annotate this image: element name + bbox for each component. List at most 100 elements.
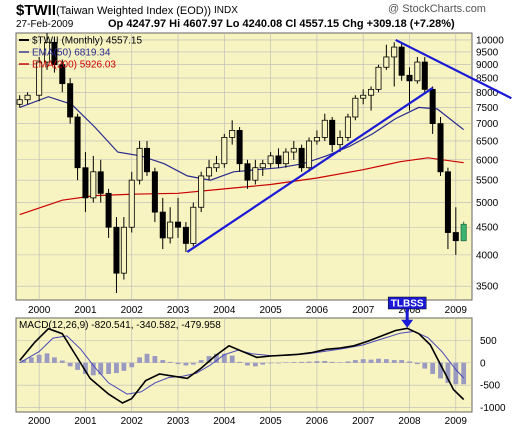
histogram-bar: [90, 362, 96, 376]
histogram-bar: [283, 362, 289, 363]
candle-body: [44, 41, 51, 63]
candle-body: [213, 163, 220, 169]
price-y-tick-label: 4500: [476, 223, 499, 234]
macd-x-tick-label: 2006: [306, 416, 329, 427]
histogram-bar: [329, 361, 335, 363]
price-y-tick-label: 9500: [476, 47, 499, 58]
price-y-tick-label: 4000: [476, 250, 499, 261]
price-x-tick-label: 2001: [74, 305, 97, 316]
histogram-bar: [52, 357, 57, 363]
macd-x-tick-label: 2007: [352, 416, 375, 427]
candle-body: [175, 221, 182, 228]
candle-body: [329, 119, 336, 146]
histogram-bar: [438, 362, 443, 379]
price-panel: 3500 4000 4500 5000 5500 6000 6500 7000 7500 8000…: [15, 32, 512, 316]
candle-body: [128, 179, 135, 228]
histogram-bar: [121, 362, 127, 371]
histogram-bar: [67, 362, 73, 367]
candle-body: [321, 119, 328, 138]
candle-body: [97, 171, 104, 194]
price-panel-background: [15, 32, 473, 301]
chart-exchange: INDX: [214, 5, 238, 16]
histogram-bar: [430, 362, 436, 374]
histogram-bar: [306, 361, 312, 363]
candle-body: [151, 171, 158, 213]
macd-x-tick-label: 2009: [445, 416, 468, 427]
histogram-bar: [461, 362, 467, 385]
candle-body: [298, 147, 305, 169]
histogram-bar: [106, 362, 111, 374]
price-y-tick-label: 5000: [476, 198, 499, 209]
histogram-bar: [229, 355, 235, 363]
histogram-bar: [391, 360, 397, 363]
candle-body: [229, 130, 236, 138]
histogram-bar: [59, 360, 65, 363]
histogram-bar: [152, 356, 158, 363]
candle-body: [144, 147, 151, 173]
macd-y-tick-label: 500: [480, 336, 497, 347]
macd-legend: MACD(12,26,9) -820.541, -340.582, -479.9…: [19, 320, 221, 331]
histogram-bar: [75, 362, 80, 370]
price-x-tick-label: 2004: [213, 305, 236, 316]
histogram-bar: [414, 362, 420, 365]
candle-body: [16, 99, 23, 105]
macd-y-tick-label: -500: [480, 381, 500, 392]
price-y-tick-label: 5500: [476, 176, 499, 187]
chart-date: 27-Feb-2009: [16, 19, 74, 30]
candle-body: [167, 221, 174, 239]
histogram-bar: [221, 353, 227, 363]
histogram-bar: [144, 353, 150, 363]
candle-body: [59, 64, 66, 85]
price-y-tick-label: 3500: [476, 282, 499, 293]
annotation-arrow-head: [401, 319, 414, 328]
candle-body: [437, 123, 444, 173]
histogram-bar: [137, 357, 143, 363]
candle-body: [444, 171, 451, 233]
legend-label-ema200: EMA(200) 5926.03: [32, 60, 116, 71]
macd-legend-label: MACD(12,26,9) -820.541, -340.582, -479.9…: [19, 320, 221, 331]
candle-body: [460, 223, 467, 242]
histogram-bar: [383, 359, 389, 363]
histogram-bar: [299, 361, 305, 363]
macd-y-tick-labels: 500 0 -500 -1000: [480, 336, 506, 414]
price-x-tick-label: 2003: [167, 305, 190, 316]
histogram-bar: [252, 362, 258, 367]
price-x-tick-label: 2007: [352, 305, 375, 316]
histogram-bar: [237, 361, 243, 363]
candle-body: [452, 232, 459, 242]
macd-panel: 5000-500-1000 2000 2001 2002 2003 2004 2005 20…: [15, 296, 506, 427]
price-x-tick-label: 2002: [121, 305, 144, 316]
macd-x-tick-label: 2000: [28, 416, 51, 427]
histogram-bar: [175, 362, 181, 365]
candle-body: [51, 41, 58, 66]
trendlines: [186, 38, 512, 253]
candle-body: [398, 46, 405, 76]
candle-body: [360, 94, 367, 99]
candle-body: [282, 151, 289, 165]
macd-x-tick-label: 2002: [121, 416, 144, 427]
candle-body: [236, 130, 243, 165]
histogram-bar: [268, 362, 274, 364]
macd-histogram: [21, 353, 467, 385]
candle-body: [375, 66, 382, 90]
candle-body: [105, 192, 112, 228]
candle-body: [159, 211, 166, 239]
histogram-bar: [36, 354, 42, 363]
candle-body: [352, 97, 359, 118]
histogram-bar: [276, 362, 281, 364]
price-x-tick-label: 2009: [445, 305, 468, 316]
price-x-tick-label: 2005: [259, 305, 282, 316]
tlbss-annotation: TLBSS: [387, 296, 427, 328]
candle-body: [275, 155, 282, 165]
candle-body: [120, 226, 127, 274]
macd-panel-background: [15, 317, 473, 413]
macd-y-tick-label: 0: [480, 358, 486, 369]
candle-body: [24, 94, 31, 101]
histogram-bar: [407, 361, 412, 363]
candle-body: [182, 226, 189, 244]
price-x-tick-label: 2006: [306, 305, 329, 316]
macd-line: [19, 327, 465, 404]
brand-watermark: @ StockCharts.com: [388, 3, 486, 15]
histogram-bar: [445, 362, 451, 383]
